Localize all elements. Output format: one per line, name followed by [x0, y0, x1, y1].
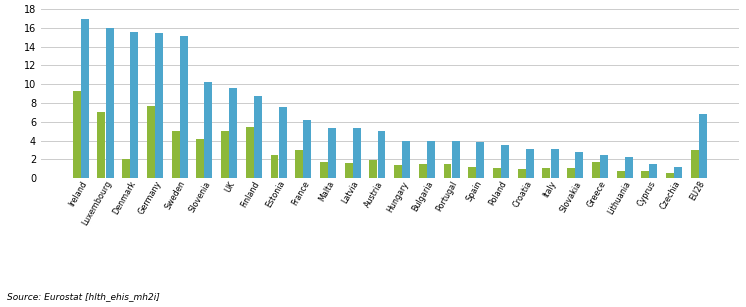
Bar — [180, 37, 188, 178]
Bar — [624, 157, 633, 178]
Bar — [353, 128, 361, 178]
Bar — [551, 149, 559, 178]
Bar — [642, 172, 649, 178]
Bar — [196, 139, 204, 178]
Bar — [444, 164, 451, 178]
Bar — [98, 112, 105, 178]
Bar — [204, 82, 213, 178]
Bar — [501, 145, 509, 178]
Legend: Men, Women: Men, Women — [328, 305, 451, 307]
Bar — [304, 120, 311, 178]
Bar — [477, 142, 484, 178]
Bar — [691, 150, 699, 178]
Bar — [526, 149, 534, 178]
Bar — [427, 142, 435, 178]
Bar — [575, 152, 583, 178]
Bar — [699, 114, 706, 178]
Bar — [279, 107, 286, 178]
Bar — [155, 33, 163, 178]
Bar — [567, 168, 575, 178]
Bar — [377, 131, 386, 178]
Text: Source: Eurostat [hlth_ehis_mh2i]: Source: Eurostat [hlth_ehis_mh2i] — [7, 292, 160, 301]
Bar — [271, 155, 278, 178]
Bar — [592, 162, 600, 178]
Bar — [493, 168, 501, 178]
Bar — [106, 28, 113, 178]
Bar — [172, 131, 180, 178]
Bar — [419, 164, 427, 178]
Bar — [245, 127, 254, 178]
Bar — [328, 128, 336, 178]
Bar — [295, 150, 303, 178]
Bar — [650, 164, 657, 178]
Bar — [81, 19, 89, 178]
Bar — [674, 167, 682, 178]
Bar — [221, 131, 229, 178]
Bar — [369, 160, 377, 178]
Bar — [600, 155, 608, 178]
Bar — [666, 173, 674, 178]
Bar — [73, 91, 81, 178]
Bar — [542, 168, 551, 178]
Bar — [147, 106, 155, 178]
Bar — [394, 165, 402, 178]
Bar — [518, 169, 526, 178]
Bar — [229, 88, 237, 178]
Bar — [320, 162, 327, 178]
Bar — [468, 167, 476, 178]
Bar — [402, 141, 410, 178]
Bar — [452, 142, 460, 178]
Bar — [254, 95, 262, 178]
Bar — [345, 163, 353, 178]
Bar — [131, 32, 138, 178]
Bar — [122, 159, 130, 178]
Bar — [617, 171, 624, 178]
